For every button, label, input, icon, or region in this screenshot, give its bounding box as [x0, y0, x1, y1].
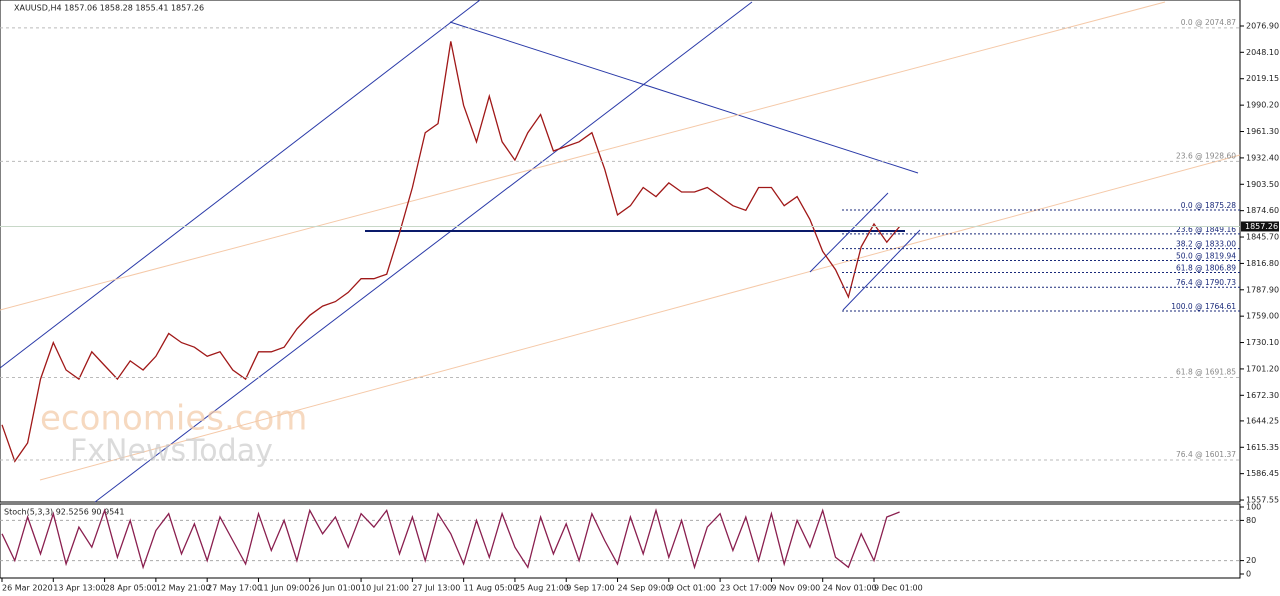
- y-tick-label: 1672.30: [1246, 391, 1279, 400]
- y-tick-label: 1759.00: [1246, 312, 1279, 321]
- y-tick-label: 1730.10: [1246, 338, 1279, 347]
- x-tick-label: 24 Nov 01:00: [823, 584, 877, 593]
- fib-label: 61.8 @ 1806.89: [1176, 263, 1236, 272]
- y-tick-label: 0: [1246, 570, 1251, 579]
- current-price-box: [1241, 221, 1279, 232]
- fib-label: 50.0 @ 1819.94: [1176, 252, 1236, 261]
- stoch-title: Stoch(5,3,3) 92.5256 90.9541: [4, 508, 124, 517]
- y-tick-label: 1615.35: [1246, 443, 1279, 452]
- x-tick-label: 12 May 21:00: [156, 584, 211, 593]
- fib-label: 38.2 @ 1833.00: [1176, 240, 1236, 249]
- fib-label: 0.0 @ 1875.28: [1181, 201, 1236, 210]
- watermark: FxNewsToday: [70, 434, 273, 469]
- y-tick-label: 20: [1246, 556, 1256, 565]
- fib-label: 0.0 @ 2074.87: [1181, 18, 1236, 27]
- main-frame: [0, 0, 1241, 503]
- y-tick-label: 2019.15: [1246, 74, 1279, 83]
- x-tick-label: 9 Sep 17:00: [566, 584, 614, 593]
- fib-label: 23.6 @ 1928.60: [1176, 151, 1236, 160]
- x-tick-label: 27 May 17:00: [207, 584, 262, 593]
- x-tick-label: 9 Nov 09:00: [771, 584, 820, 593]
- x-tick-label: 9 Oct 01:00: [669, 584, 716, 593]
- y-tick-label: 1816.80: [1246, 259, 1279, 268]
- minor-channel: [809, 192, 889, 273]
- current-price-label: 1857.26: [1245, 222, 1278, 231]
- fib-fan: [0, 1, 1166, 311]
- fib-fan: [39, 154, 1241, 481]
- fib-label: 23.6 @ 1849.16: [1176, 225, 1236, 234]
- x-tick-label: 27 Jul 13:00: [412, 584, 460, 593]
- y-tick-label: 1932.40: [1246, 153, 1279, 162]
- trend-line: [449, 21, 919, 174]
- x-tick-label: 9 Dec 01:00: [874, 584, 923, 593]
- y-tick-label: 1557.55: [1246, 496, 1279, 505]
- y-tick-label: 1874.60: [1246, 206, 1279, 215]
- watermark: economies.com: [40, 399, 307, 439]
- y-tick-label: 2076.90: [1246, 22, 1279, 31]
- y-tick-label: 80: [1246, 516, 1256, 525]
- y-tick-label: 1990.20: [1246, 101, 1279, 110]
- x-tick-label: 10 Jul 21:00: [361, 584, 409, 593]
- y-tick-label: 1845.70: [1246, 233, 1279, 242]
- y-tick-label: 2048.10: [1246, 48, 1279, 57]
- channel-line: [94, 1, 753, 503]
- price-line: [1, 508, 900, 570]
- stoch-frame: [0, 503, 1241, 579]
- x-tick-label: 25 Aug 21:00: [515, 584, 569, 593]
- x-tick-label: 26 Jun 01:00: [310, 584, 361, 593]
- chart-title: XAUUSD,H4 1857.06 1858.28 1855.41 1857.2…: [14, 4, 204, 13]
- x-tick-label: 26 Mar 2020: [2, 584, 53, 593]
- y-tick-label: 1586.45: [1246, 469, 1279, 478]
- x-tick-label: 24 Sep 09:00: [618, 584, 671, 593]
- channel-line: [0, 0, 481, 369]
- fib-label: 61.8 @ 1691.85: [1176, 367, 1236, 376]
- x-tick-label: 28 Apr 05:00: [105, 584, 157, 593]
- y-tick-label: 1787.90: [1246, 285, 1279, 294]
- fib-label: 76.4 @ 1790.73: [1176, 278, 1236, 287]
- y-tick-label: 100: [1246, 503, 1261, 512]
- y-tick-label: 1903.50: [1246, 180, 1279, 189]
- fib-label: 76.4 @ 1601.37: [1176, 450, 1236, 459]
- y-tick-label: 1961.30: [1246, 127, 1279, 136]
- fib-label: 100.0 @ 1764.61: [1171, 302, 1236, 311]
- x-tick-label: 23 Oct 17:00: [720, 584, 772, 593]
- x-tick-label: 13 Apr 13:00: [53, 584, 105, 593]
- y-tick-label: 1644.25: [1246, 416, 1279, 425]
- minor-channel: [842, 229, 921, 311]
- trend-lines: [0, 0, 1241, 503]
- price-line: [1, 41, 901, 463]
- x-tick-label: 11 Jun 09:00: [258, 584, 309, 593]
- x-tick-label: 11 Aug 05:00: [464, 584, 518, 593]
- y-tick-label: 1701.20: [1246, 364, 1279, 373]
